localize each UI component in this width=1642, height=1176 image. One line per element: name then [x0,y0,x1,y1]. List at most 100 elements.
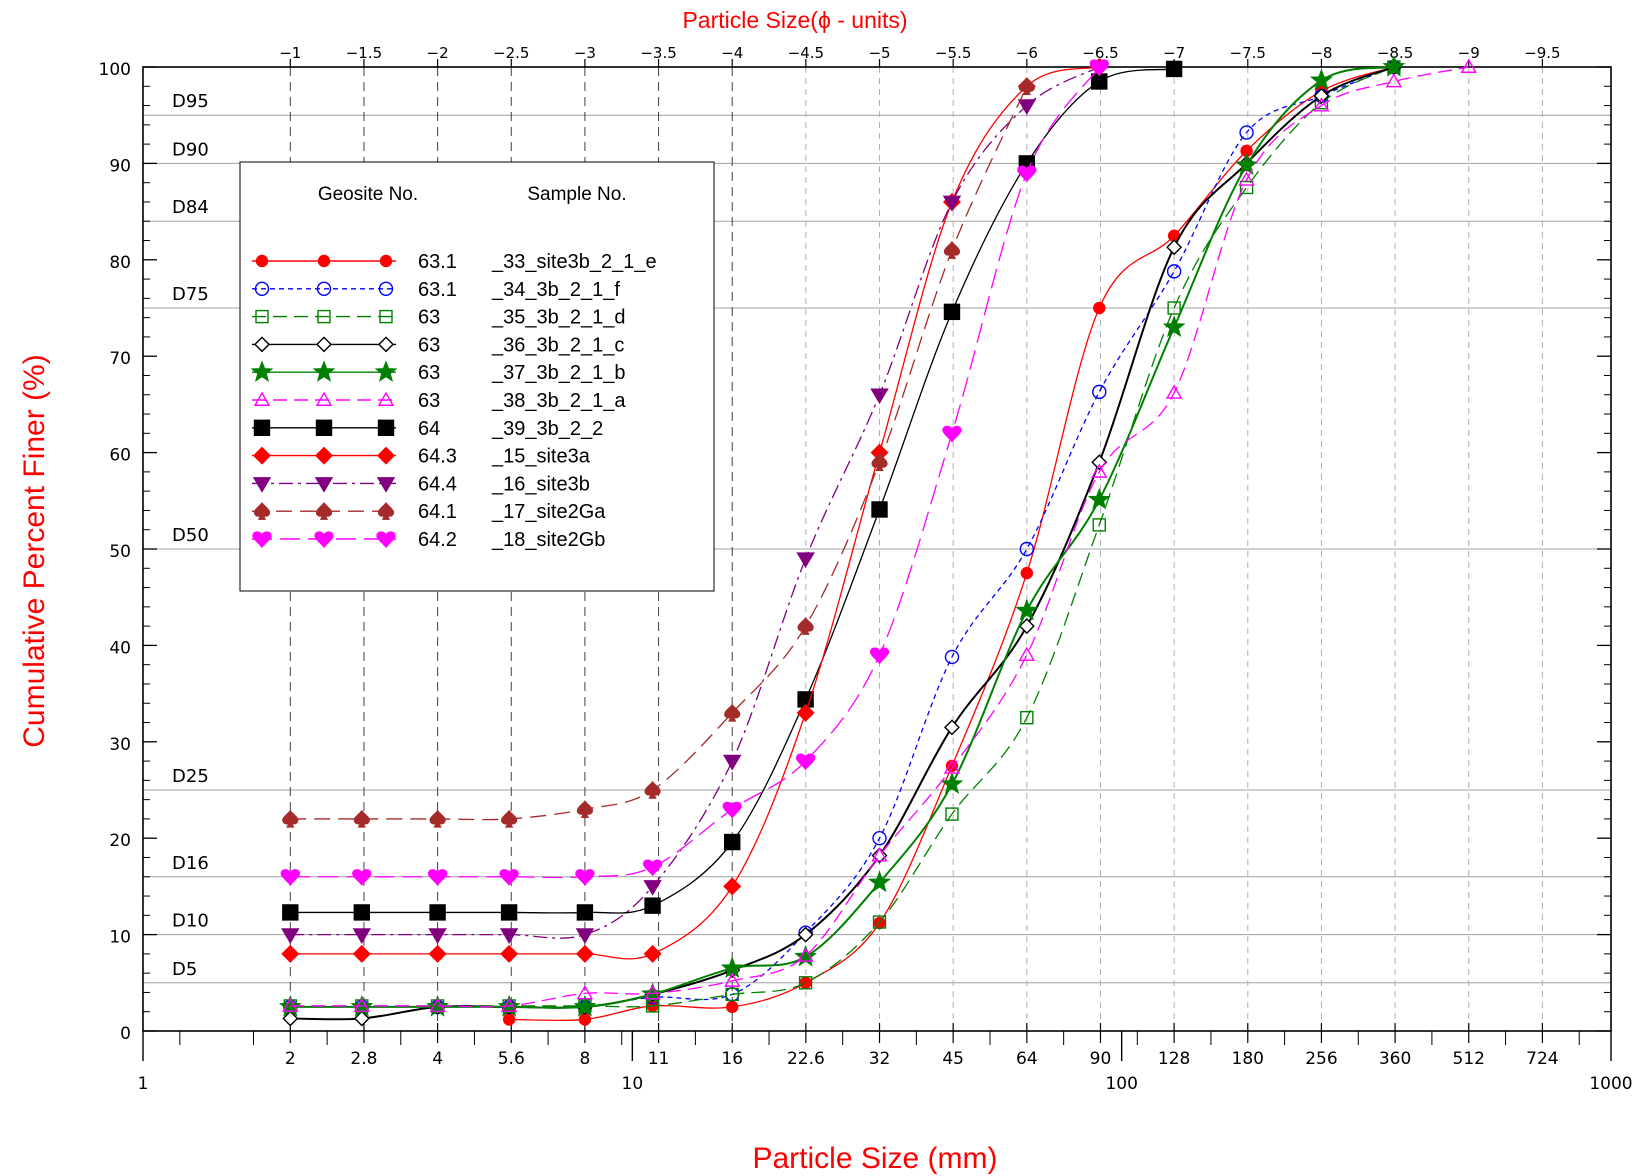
data-point [429,809,446,828]
data-point [1238,171,1255,186]
data-point [1015,598,1039,621]
legend-marker [254,281,270,296]
reference-label: D75 [172,284,209,305]
x-size-tick-label: 2.8 [350,1049,377,1069]
legend-marker [314,477,334,493]
data-point [1089,59,1109,77]
series-line [509,66,1395,1022]
data-point [499,869,519,886]
x-size-tick-label: 64 [1016,1049,1038,1069]
data-point [500,997,518,1012]
x-size-tick-label: 32 [869,1049,891,1069]
data-point [871,501,888,518]
top-tick-label: −4.5 [788,44,824,62]
data-point [1313,87,1330,104]
data-point [724,972,741,987]
legend-sample: _17_site2Ga [491,501,606,523]
data-point [642,859,663,877]
data-point [1017,165,1037,183]
y-tick-label: 100 [99,60,131,80]
legend-sample: _35_3b_2_1_d [491,307,625,329]
data-point [1166,264,1182,279]
data-point [353,1010,370,1027]
data-point [353,809,370,828]
data-point [353,997,371,1012]
legend-marker [254,336,270,353]
legend-header-sample: Sample No. [527,184,626,205]
legend-marker [377,419,395,436]
x-size-tick-label: 11 [648,1049,670,1069]
legend-sample: _15_site3a [491,446,591,468]
legend-marker [314,531,334,549]
data-point [942,425,962,443]
legend-marker [253,419,271,436]
y-tick-label: 20 [109,831,131,851]
data-point [726,1000,739,1014]
data-point [429,904,446,921]
data-point [576,984,594,1000]
data-point [1092,518,1106,532]
data-point [945,807,959,821]
data-point [578,1013,592,1026]
legend-entry: 64 _39_3b_2_2 [252,418,603,440]
reference-label: D84 [172,197,209,218]
legend-marker [317,309,331,324]
data-point [1020,711,1034,725]
legend-entry: 63 _37_3b_2_1_b [250,360,625,384]
data-point [282,997,299,1012]
data-point [797,616,814,635]
legend-entry: 63 _35_3b_2_1_d [252,307,625,329]
y-tick-label: 90 [109,156,131,176]
legend-marker [315,391,333,406]
axes: −1 −1.5 −2 −2.5 −3 −3.5 −4 −4.5 −5 −5.5 −6 −6.5 −7 −7… [99,44,1633,1094]
data-point [870,388,889,405]
reference-label: D10 [172,911,209,932]
x-size-tick-label: 360 [1379,1049,1411,1069]
data-point [281,944,300,963]
data-point [944,649,960,665]
x-size-tick-label: 4 [432,1049,443,1069]
top-tick-label: −3 [574,44,596,62]
y-axis-label: Cumulative Percent Finer (%) [18,354,51,747]
data-point [501,809,518,828]
data-point [500,944,519,963]
reference-label: D95 [172,91,209,112]
legend-entry: 64.4 _16_site3b [252,473,590,495]
y-tick-label: 10 [109,928,131,948]
legend-entry: 64.2 _18_site2Gb [252,529,605,551]
legend-geosite: 63 [418,362,440,384]
data-point [282,809,299,828]
legend-marker [252,477,272,493]
y-tick-label: 70 [109,349,131,369]
data-point [573,994,597,1017]
top-tick-label: −2.5 [493,44,529,62]
legend-box [239,161,715,592]
data-point [1018,646,1036,661]
legend-marker [315,419,333,436]
data-point [643,880,662,896]
legend-geosite: 64.2 [418,529,457,551]
legend-marker [378,336,394,353]
x-size-tick-label: 2 [285,1049,296,1069]
reference-label: D5 [172,959,197,980]
data-point [1018,77,1035,95]
y-tick-label: 0 [120,1024,131,1044]
legend-header-geosite: Geosite No. [318,184,418,205]
data-point [1460,58,1477,73]
legend-entry: 63.1 _33_site3b_2_1_e [252,251,657,273]
data-point [798,976,813,990]
data-point [942,195,962,212]
data-point [1092,384,1107,400]
reference-label: D50 [172,525,209,546]
data-point [1017,99,1037,115]
x-size-tick-label: 512 [1453,1049,1485,1069]
data-point [1167,301,1181,315]
data-point [722,801,742,819]
data-series [278,54,1477,1027]
legend: Geosite No. Sample No. 63.1 _33_site3b_2_1_… [239,161,715,592]
data-point [796,703,815,722]
data-point [576,800,593,818]
x-size-tick-label: 45 [942,1049,964,1069]
legend-entry: 64.1 _17_site2Ga [252,501,606,523]
x-size-tick-label: 128 [1158,1049,1190,1069]
